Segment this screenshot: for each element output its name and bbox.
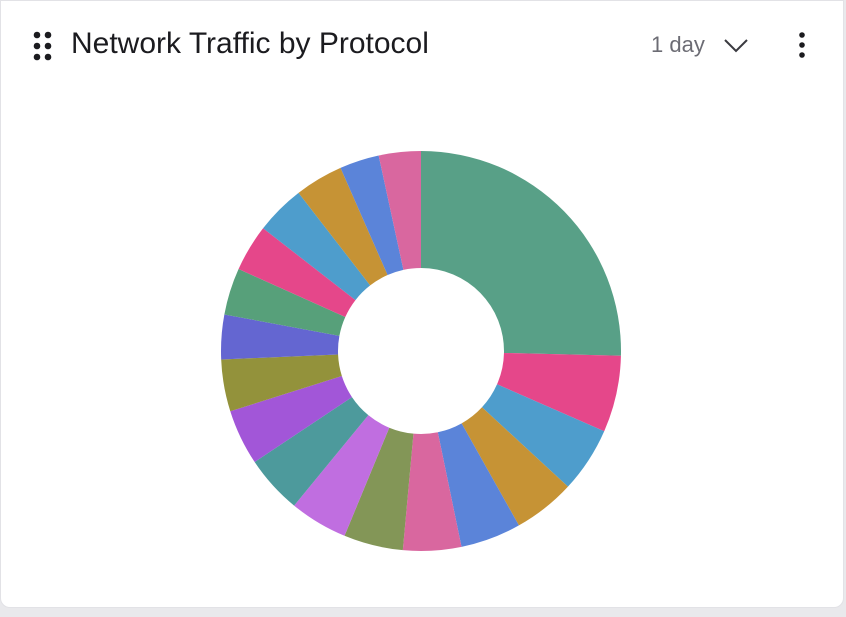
donut-slice <box>497 352 621 432</box>
donut-slice <box>421 151 621 356</box>
donut-slice <box>437 423 519 547</box>
donut-slice <box>481 384 605 487</box>
donut-slice <box>461 407 568 526</box>
period-dropdown[interactable]: 1 day <box>651 32 705 58</box>
drag-handle[interactable] <box>33 31 52 61</box>
donut-slice <box>340 155 404 276</box>
donut-slice <box>378 151 421 270</box>
dropdown-chevron[interactable] <box>724 39 748 53</box>
widget-title: Network Traffic by Protocol <box>71 27 429 60</box>
donut-slice <box>221 354 342 412</box>
donut-slice <box>224 269 346 336</box>
menu-button[interactable] <box>799 32 805 58</box>
donut-slice <box>221 314 340 360</box>
donut-slice <box>238 228 356 317</box>
donut-slice <box>298 167 388 286</box>
donut-slice <box>402 432 462 551</box>
donut-slice <box>344 427 414 551</box>
donut-slice <box>230 376 352 463</box>
donut-slice <box>294 415 390 536</box>
period-label: 1 day <box>651 32 705 57</box>
donut-slice <box>254 397 369 506</box>
donut-slice <box>263 192 371 301</box>
